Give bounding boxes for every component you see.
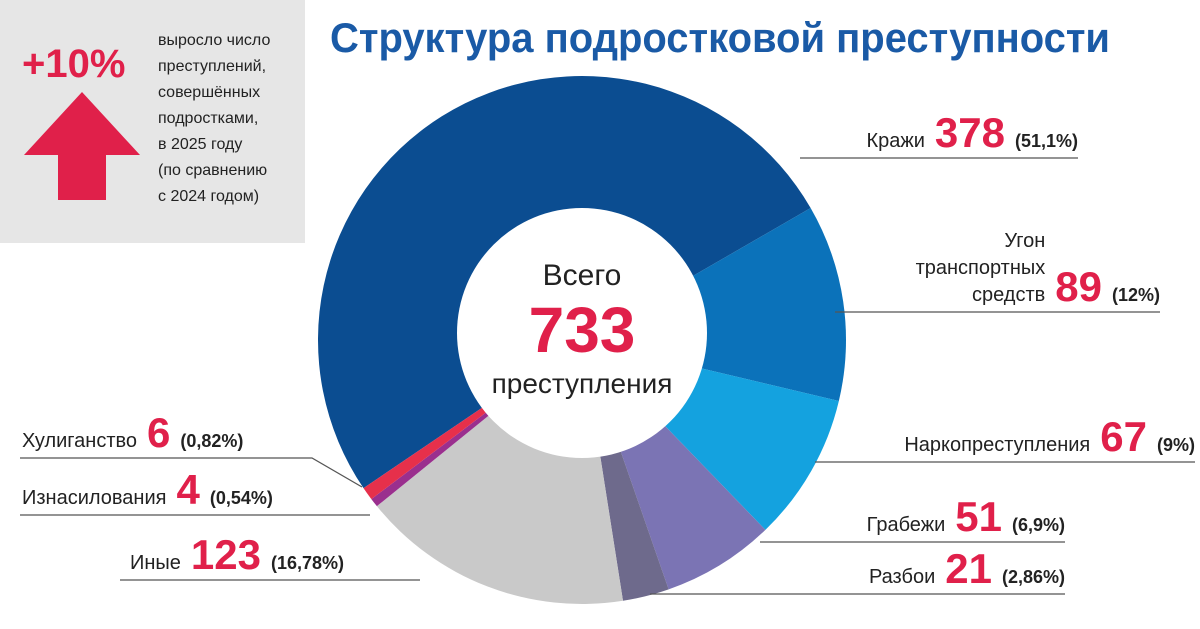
annotation-box — [0, 0, 305, 243]
percent-label: (16,78%) — [271, 553, 345, 573]
category-label: Наркопреступления — [904, 434, 1091, 456]
value-label: 51 — [955, 493, 1002, 540]
value-label: 21 — [945, 545, 992, 592]
slice-label: Иные 123 (16,78%) — [130, 533, 344, 577]
value-label: 67 — [1100, 413, 1147, 460]
category-label: Кражи — [866, 130, 925, 152]
center-total: 733 — [529, 294, 636, 366]
annotation-line: в 2025 году — [158, 136, 243, 153]
annotation-line: подростками, — [158, 110, 259, 127]
chart-title: Структура подростковой преступности — [330, 14, 1110, 61]
percent-label: (12%) — [1111, 285, 1160, 305]
slice-label: Хулиганство 6 (0,82%) — [22, 411, 243, 455]
slice-label: Кражи 378 (51,1%) — [866, 111, 1078, 155]
percent-label: (9%) — [1156, 435, 1195, 455]
value-label: 123 — [190, 531, 261, 578]
value-label: 89 — [1055, 263, 1102, 310]
annotation-line: выросло число — [158, 32, 271, 49]
category-label: Грабежи — [866, 514, 946, 536]
category-label: Угон транспортных средств — [915, 230, 1046, 306]
slice-label: Изнасилования 4 (0,54%) — [22, 468, 273, 512]
center-label: преступления — [492, 368, 673, 399]
annotation-line: (по сравнению — [158, 162, 268, 179]
annotation-line: совершённых — [158, 84, 261, 101]
donut-hole — [457, 208, 707, 458]
percent-label: (6,9%) — [1011, 515, 1065, 535]
up-arrow — [24, 92, 140, 200]
annotation-line: с 2024 годом) — [158, 188, 260, 205]
category-label: Разбои — [868, 566, 936, 588]
value-label: 378 — [934, 109, 1005, 156]
annotation-line: преступлений, — [158, 58, 267, 75]
slice-label: Грабежи 51 (6,9%) — [867, 495, 1065, 539]
leader-line — [20, 457, 363, 488]
slice-label: Угон транспортных средств 89 (12%) — [895, 228, 1160, 309]
category-label: Иные — [130, 552, 181, 574]
percent-label: (0,82%) — [180, 431, 244, 451]
percent-label: (51,1%) — [1014, 131, 1078, 151]
center-label: Всего — [543, 259, 622, 292]
percent-label: (0,54%) — [209, 488, 273, 508]
category-label: Хулиганство — [22, 430, 138, 452]
value-label: 6 — [147, 409, 171, 456]
slice-label: Наркопреступления 67 (9%) — [904, 415, 1195, 459]
annotation-text: выросло число преступлений, совершённых под… — [158, 28, 270, 210]
category-label: Изнасилования — [22, 487, 167, 509]
slice-label: Разбои 21 (2,86%) — [869, 547, 1065, 591]
headline: +10% — [22, 42, 125, 86]
value-label: 4 — [176, 466, 200, 513]
percent-label: (2,86%) — [1001, 567, 1065, 587]
